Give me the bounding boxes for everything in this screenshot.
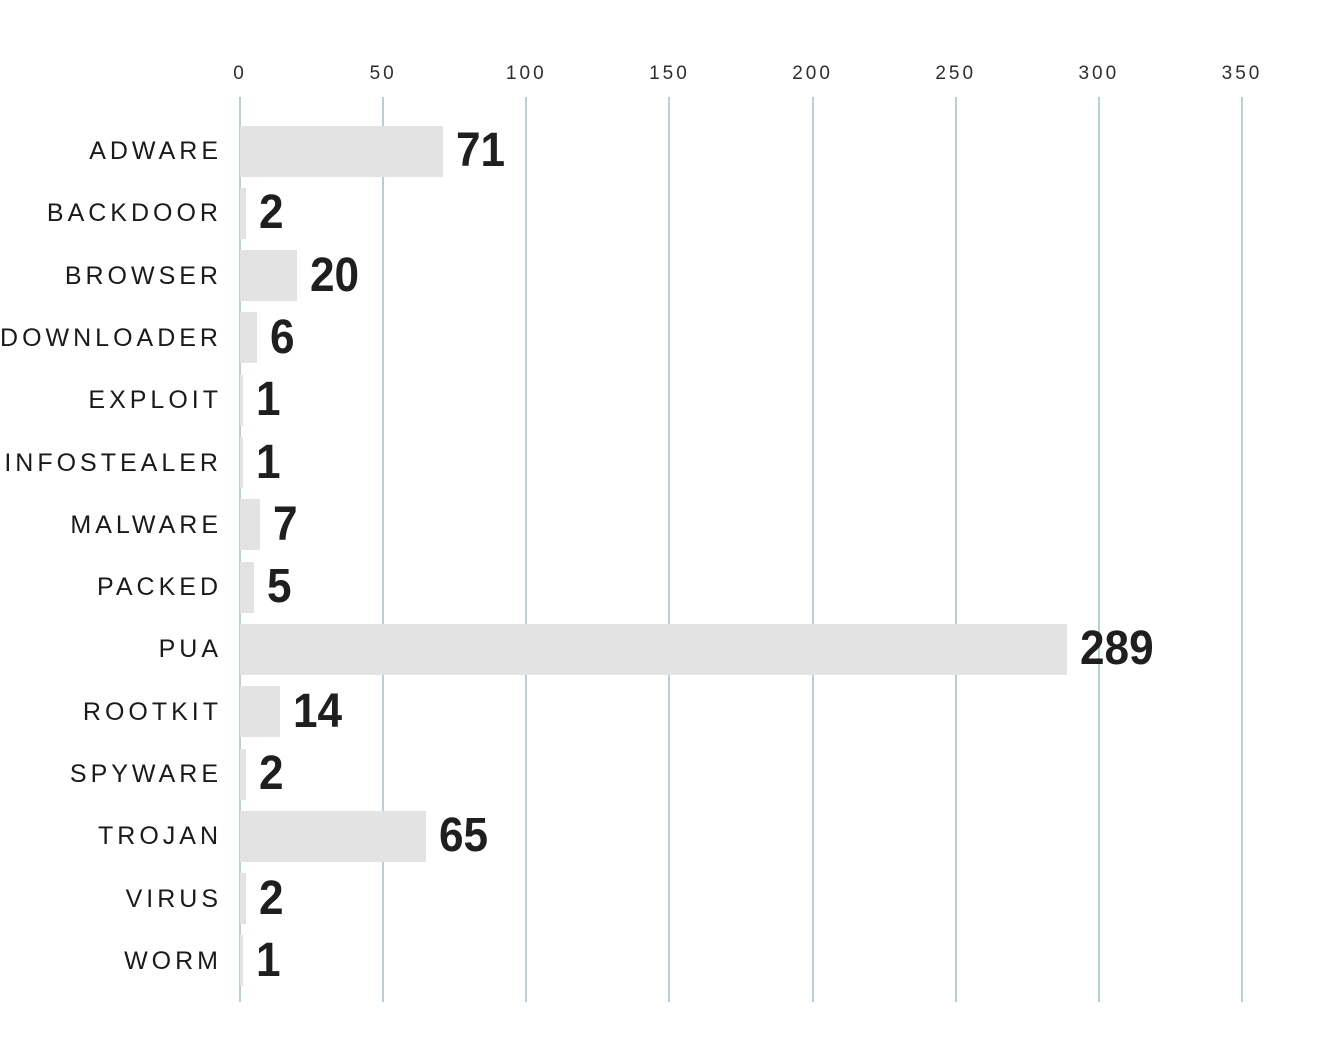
category-label: VIRUS	[125, 884, 222, 913]
x-tick-label: 200	[792, 63, 833, 84]
category-label: INFOSTEALER	[4, 448, 222, 477]
category-label: EXPLOIT	[88, 386, 222, 415]
x-tick-label: 0	[233, 63, 247, 84]
bar	[240, 748, 246, 800]
gridline	[525, 97, 528, 1002]
gridline	[954, 97, 957, 1002]
category-label: MALWARE	[70, 510, 222, 539]
value-label: 7	[273, 497, 298, 551]
value-label: 2	[258, 747, 284, 800]
gridline	[382, 97, 385, 1002]
bar	[240, 810, 427, 862]
bar	[240, 686, 281, 738]
bar	[240, 437, 243, 488]
gridline	[668, 97, 671, 1002]
category-label: BACKDOOR	[46, 199, 222, 228]
value-label: 1	[255, 933, 281, 987]
category-label: ROOTKIT	[82, 697, 222, 726]
bar	[240, 561, 255, 613]
x-tick-label: 300	[1078, 63, 1120, 84]
value-label: 5	[267, 560, 292, 614]
value-label: 1	[255, 373, 281, 427]
bar	[240, 499, 261, 551]
value-label: 2	[258, 186, 284, 240]
x-tick-label: 150	[649, 63, 690, 84]
value-label: 14	[293, 684, 343, 738]
bar	[240, 250, 298, 302]
category-label: ADWARE	[89, 137, 222, 165]
bar	[240, 623, 1068, 675]
category-label: PUA	[158, 635, 222, 664]
x-tick-label: 50	[369, 63, 397, 84]
category-label: SPYWARE	[69, 760, 222, 788]
bar	[240, 873, 246, 925]
bar	[240, 125, 444, 177]
category-label: PACKED	[97, 573, 222, 602]
category-label: TROJAN	[98, 822, 222, 851]
bar	[240, 187, 246, 239]
value-label: 289	[1080, 622, 1155, 676]
value-label: 71	[456, 124, 506, 177]
category-label: WORM	[124, 946, 222, 975]
bar	[240, 312, 258, 364]
gridline	[1241, 97, 1243, 1002]
bar	[240, 374, 243, 426]
gridline	[1097, 97, 1100, 1002]
value-label: 2	[258, 871, 284, 925]
gridline	[811, 97, 814, 1002]
category-label: BROWSER	[64, 261, 222, 290]
bar	[240, 935, 243, 987]
x-tick-label: 100	[505, 63, 547, 84]
value-label: 20	[310, 248, 360, 302]
value-label: 1	[255, 435, 281, 489]
value-label: 65	[439, 809, 489, 863]
value-label: 6	[270, 310, 295, 364]
category-label: DOWNLOADER	[0, 323, 222, 352]
x-tick-label: 250	[935, 63, 977, 84]
x-tick-label: 350	[1221, 63, 1263, 84]
